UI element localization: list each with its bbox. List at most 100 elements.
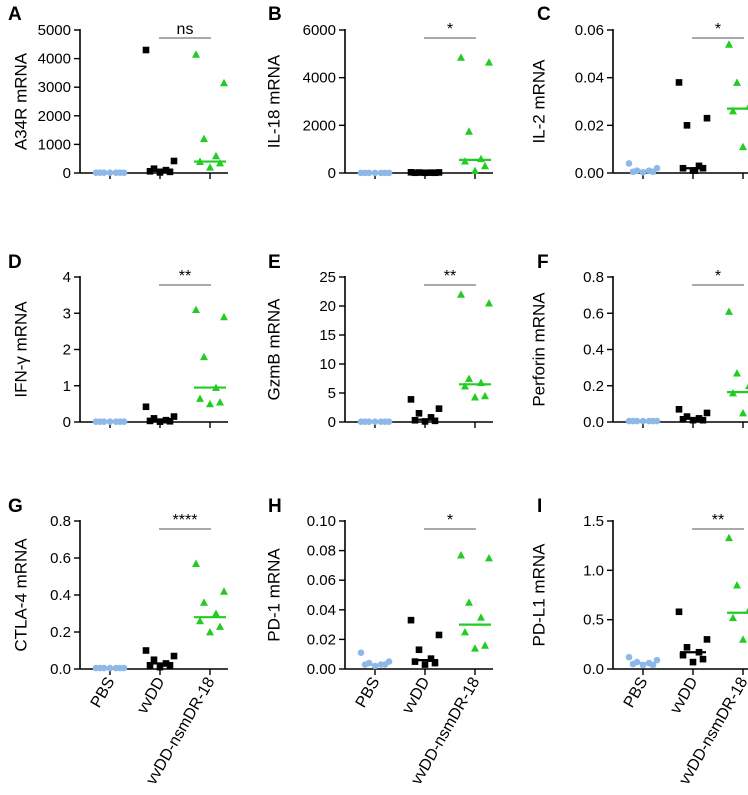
data-point-vvdd xyxy=(170,413,178,420)
data-point-pbs xyxy=(639,417,647,425)
data-point-vvdd-nsmdr-18 xyxy=(457,53,465,61)
y-tick-label: 1000 xyxy=(38,136,71,153)
data-point-vvdd xyxy=(679,651,687,659)
data-point-vvdd-nsmdr-18 xyxy=(733,78,741,86)
panel-letter: H xyxy=(268,496,282,517)
data-point-vvdd-nsmdr-18 xyxy=(745,104,748,110)
data-point-pbs xyxy=(639,661,647,669)
data-point-pbs xyxy=(106,664,114,672)
y-tick-label: 0.04 xyxy=(307,602,336,619)
data-point-pbs xyxy=(371,418,379,426)
data-point-vvdd xyxy=(142,46,150,54)
y-axis-label: PD-1 mRNA xyxy=(264,548,283,642)
data-point-vvdd-nsmdr-18 xyxy=(729,613,737,622)
data-point-vvdd xyxy=(421,169,429,177)
significance-label: * xyxy=(715,268,721,285)
data-point-vvdd xyxy=(411,416,419,424)
data-point-pbs xyxy=(625,160,633,167)
data-point-vvdd-nsmdr-18 xyxy=(465,374,473,382)
data-point-vvdd xyxy=(699,164,707,172)
data-point-vvdd xyxy=(427,414,435,421)
data-point-pbs xyxy=(106,169,114,177)
y-tick-label: 0.04 xyxy=(575,70,604,87)
panel-letter: F xyxy=(537,252,549,273)
data-point-vvdd xyxy=(407,168,415,176)
data-point-vvdd-nsmdr-18 xyxy=(471,393,479,401)
panel-letter: C xyxy=(537,4,551,25)
y-tick-label: 0 xyxy=(63,414,71,431)
data-point-pbs xyxy=(381,169,389,177)
data-point-pbs xyxy=(361,169,369,177)
data-point-vvdd-nsmdr-18 xyxy=(465,127,473,135)
panel-letter: G xyxy=(8,496,23,517)
y-tick-label: 3 xyxy=(63,305,71,322)
data-point-vvdd xyxy=(691,167,699,174)
data-point-vvdd xyxy=(689,416,697,424)
category-label: vvDD xyxy=(134,675,168,717)
data-point-vvdd xyxy=(146,417,154,425)
y-axis-label: IFN-γ mRNA xyxy=(11,301,30,398)
data-point-vvdd xyxy=(142,647,150,654)
y-tick-label: 0.02 xyxy=(307,631,336,648)
significance-label: * xyxy=(715,21,721,38)
data-point-vvdd xyxy=(156,663,164,671)
data-point-pbs xyxy=(381,418,389,426)
data-point-vvdd-nsmdr-18 xyxy=(192,559,200,567)
data-point-vvdd-nsmdr-18 xyxy=(196,157,204,165)
data-point-vvdd xyxy=(675,608,683,616)
y-tick-label: 6000 xyxy=(303,22,336,39)
data-point-pbs xyxy=(357,649,365,657)
data-point-vvdd-nsmdr-18 xyxy=(220,78,228,87)
y-tick-label: 1.5 xyxy=(583,513,604,530)
y-tick-label: 1 xyxy=(63,378,71,395)
data-point-vvdd-nsmdr-18 xyxy=(212,151,220,160)
y-tick-label: 0.6 xyxy=(583,305,604,322)
data-point-vvdd xyxy=(415,410,423,417)
panel-d: D IFN-γ mRNA 0 1 2 3 4 ** xyxy=(8,252,228,431)
y-tick-label: 4 xyxy=(63,269,71,286)
data-point-vvdd xyxy=(146,167,154,175)
data-point-pbs xyxy=(649,168,657,176)
data-point-vvdd xyxy=(689,658,697,666)
data-point-vvdd-nsmdr-18 xyxy=(729,107,737,115)
panel-letter: A xyxy=(8,4,22,25)
data-point-vvdd-nsmdr-18 xyxy=(725,40,733,48)
data-point-pbs xyxy=(106,418,114,425)
data-point-pbs xyxy=(639,168,647,176)
data-point-vvdd-nsmdr-18 xyxy=(212,609,220,617)
category-label: PBS xyxy=(88,675,119,711)
y-tick-label: 5 xyxy=(328,385,336,402)
data-point-vvdd xyxy=(675,406,683,413)
significance-label: ** xyxy=(444,268,456,285)
data-point-vvdd xyxy=(683,643,691,651)
data-point-vvdd xyxy=(415,646,423,654)
data-point-pbs xyxy=(96,418,104,425)
y-tick-label: 0.6 xyxy=(50,550,71,567)
panel-a: A A34R mRNA 0 1000 2000 3000 4000 5000 ns xyxy=(8,4,228,182)
data-point-pbs xyxy=(116,169,124,177)
data-point-pbs xyxy=(361,661,369,668)
y-tick-label: 2000 xyxy=(38,108,71,125)
y-tick-label: 0.4 xyxy=(50,587,71,604)
y-tick-label: 0.8 xyxy=(583,269,604,286)
data-point-pbs xyxy=(116,664,124,672)
data-point-vvdd-nsmdr-18 xyxy=(192,50,200,58)
data-point-vvdd-nsmdr-18 xyxy=(477,154,485,163)
data-point-vvdd-nsmdr-18 xyxy=(220,312,228,321)
data-point-vvdd-nsmdr-18 xyxy=(739,408,747,417)
data-point-vvdd xyxy=(695,162,703,170)
y-axis-label: A34R mRNA xyxy=(11,52,30,150)
data-point-vvdd xyxy=(703,409,711,417)
panel-e: E GzmB mRNA 0 5 10 15 20 25 ** xyxy=(264,252,493,431)
significance-label: * xyxy=(447,21,453,38)
data-point-vvdd xyxy=(675,79,683,86)
data-point-vvdd xyxy=(421,661,429,668)
data-point-vvdd xyxy=(695,648,703,656)
y-tick-label: 0.00 xyxy=(307,661,336,678)
data-point-vvdd-nsmdr-18 xyxy=(212,383,220,391)
data-point-vvdd-nsmdr-18 xyxy=(216,158,224,167)
data-point-vvdd-nsmdr-18 xyxy=(206,628,214,636)
